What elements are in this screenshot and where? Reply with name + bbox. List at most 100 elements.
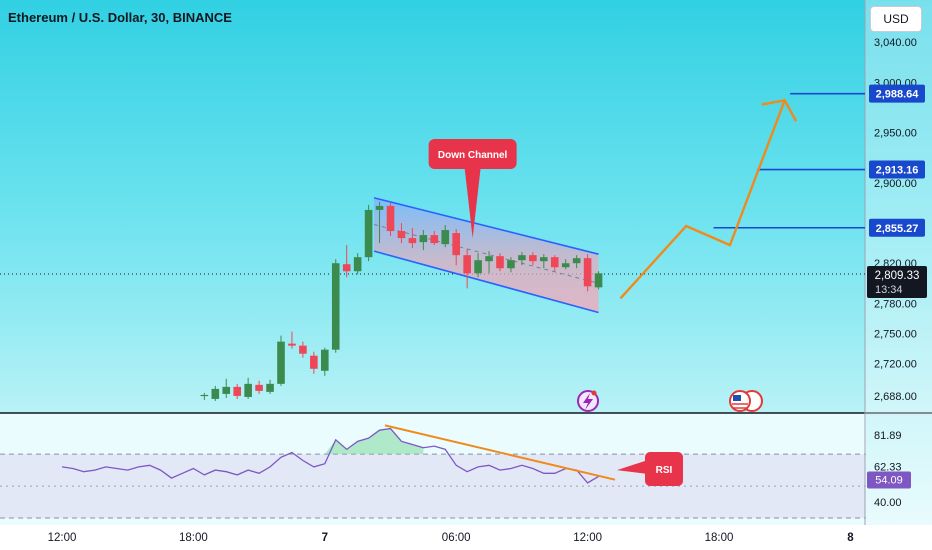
time-tick-label: 06:00 bbox=[442, 532, 471, 544]
candle-body bbox=[408, 238, 417, 244]
price-tick-label: 2,950.00 bbox=[874, 128, 917, 140]
candle bbox=[507, 257, 515, 273]
candle-body bbox=[572, 258, 581, 264]
price-tick-label: 2,750.00 bbox=[874, 329, 917, 341]
level-price-label: 2,913.16 bbox=[876, 165, 919, 177]
chart-title: Ethereum / U.S. Dollar, 30, BINANCE bbox=[8, 10, 232, 25]
candle-body bbox=[233, 386, 241, 396]
candle-body bbox=[277, 341, 285, 384]
candle-body bbox=[244, 383, 252, 397]
lightning-event-icon bbox=[577, 390, 599, 412]
time-tick-label: 18:00 bbox=[705, 532, 734, 544]
rsi-label: RSI bbox=[656, 465, 673, 476]
candle-body bbox=[342, 264, 351, 272]
down-channel-fill bbox=[374, 197, 599, 313]
candle bbox=[277, 335, 285, 386]
candle bbox=[342, 245, 351, 278]
rsi-line bbox=[61, 427, 599, 484]
candle bbox=[518, 252, 526, 266]
rsi-tick-label: 62.33 bbox=[874, 461, 902, 473]
currency-button[interactable]: USD bbox=[870, 6, 922, 32]
candle bbox=[452, 229, 460, 266]
candle-body bbox=[266, 383, 274, 392]
candle bbox=[222, 378, 231, 398]
rsi-tick-label: 81.89 bbox=[874, 430, 902, 442]
candle-body bbox=[430, 235, 439, 244]
channel-lower-line bbox=[373, 250, 599, 314]
candle-body bbox=[397, 231, 406, 239]
rsi-trendline bbox=[384, 424, 616, 481]
candle-body bbox=[550, 257, 559, 268]
candle-body bbox=[288, 343, 296, 346]
candle-body bbox=[540, 257, 548, 262]
time-axis-background bbox=[0, 525, 932, 550]
candle bbox=[441, 225, 450, 248]
candle bbox=[397, 223, 406, 244]
candle-body bbox=[211, 388, 220, 399]
candle-body bbox=[529, 255, 537, 262]
candle-body bbox=[222, 386, 231, 394]
candle bbox=[550, 255, 559, 272]
price-tick-label: 3,040.00 bbox=[874, 37, 917, 49]
candle-body bbox=[561, 263, 570, 268]
candle bbox=[310, 351, 318, 374]
candle bbox=[364, 204, 373, 262]
candle bbox=[211, 385, 220, 401]
time-tick-label: 7 bbox=[322, 532, 328, 544]
candle bbox=[430, 231, 439, 246]
down-channel-label: Down Channel bbox=[438, 150, 508, 161]
candle bbox=[594, 271, 603, 290]
candle-body bbox=[321, 349, 329, 371]
time-tick-label: 12:00 bbox=[573, 532, 602, 544]
candle-body bbox=[474, 260, 482, 274]
candle bbox=[244, 377, 252, 399]
candle-body bbox=[594, 273, 603, 288]
candle bbox=[485, 251, 493, 274]
price-tick-label: 2,720.00 bbox=[874, 359, 917, 371]
candle-body bbox=[485, 256, 493, 262]
level-price-label: 2,855.27 bbox=[876, 223, 919, 235]
rsi-value-label: 54.09 bbox=[875, 475, 903, 487]
rsi-callout-pointer bbox=[616, 460, 648, 474]
candle-body bbox=[463, 255, 471, 274]
candle bbox=[353, 253, 362, 275]
down-channel-callout bbox=[428, 139, 517, 169]
candle bbox=[463, 249, 471, 289]
candle bbox=[419, 230, 428, 251]
candle bbox=[255, 380, 263, 394]
down-channel-callout-pointer bbox=[464, 168, 481, 239]
candle bbox=[583, 254, 592, 292]
price-tick-label: 2,688.00 bbox=[874, 391, 917, 403]
channel-mid-line bbox=[373, 224, 599, 284]
candle bbox=[331, 259, 340, 353]
candle-body bbox=[375, 205, 384, 210]
time-tick-label: 8 bbox=[847, 532, 854, 544]
candle bbox=[408, 228, 417, 249]
candle bbox=[386, 202, 395, 237]
candle-body bbox=[331, 263, 340, 350]
price-tick-label: 2,900.00 bbox=[874, 178, 917, 190]
candle bbox=[529, 252, 537, 266]
projection-arrowhead bbox=[761, 99, 786, 106]
candle-body bbox=[583, 258, 592, 287]
candle-body bbox=[441, 230, 450, 245]
candle-body bbox=[386, 205, 395, 232]
level-price-label: 2,988.64 bbox=[876, 89, 920, 101]
candle-body bbox=[255, 384, 263, 391]
candle-body bbox=[364, 209, 373, 258]
candle bbox=[233, 383, 241, 399]
candle bbox=[572, 255, 581, 269]
candle bbox=[200, 392, 209, 400]
level-price-badge bbox=[869, 160, 925, 179]
candle-body bbox=[200, 394, 209, 397]
rsi-tick-label: 40.00 bbox=[874, 497, 902, 509]
level-price-badge bbox=[869, 84, 925, 103]
current-price-label: 2,809.33 bbox=[875, 270, 920, 282]
candle-body bbox=[496, 256, 504, 269]
candle bbox=[561, 259, 570, 270]
candle bbox=[474, 253, 482, 278]
candle-body bbox=[299, 345, 307, 354]
channel-upper-line bbox=[373, 197, 599, 255]
